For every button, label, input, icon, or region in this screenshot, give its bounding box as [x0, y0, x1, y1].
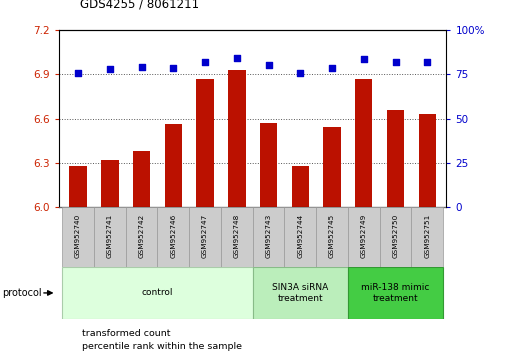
- Point: [423, 59, 431, 65]
- Point: [391, 59, 400, 65]
- Text: GDS4255 / 8061211: GDS4255 / 8061211: [80, 0, 199, 11]
- Bar: [253, 267, 348, 319]
- Text: miR-138 mimic
treatment: miR-138 mimic treatment: [361, 283, 430, 303]
- Bar: [69, 166, 87, 207]
- Bar: [348, 267, 443, 319]
- Text: protocol: protocol: [3, 288, 42, 298]
- Bar: [316, 207, 348, 267]
- Bar: [126, 207, 157, 267]
- Text: GSM952748: GSM952748: [234, 214, 240, 258]
- Text: GSM952750: GSM952750: [392, 214, 399, 258]
- Text: GSM952744: GSM952744: [297, 214, 303, 258]
- Point: [74, 70, 82, 76]
- Bar: [284, 207, 316, 267]
- Bar: [133, 151, 150, 207]
- Bar: [411, 207, 443, 267]
- Bar: [157, 207, 189, 267]
- Text: SIN3A siRNA
treatment: SIN3A siRNA treatment: [272, 283, 328, 303]
- Text: GSM952743: GSM952743: [266, 214, 271, 258]
- Text: GSM952747: GSM952747: [202, 214, 208, 258]
- Bar: [323, 127, 341, 207]
- Point: [360, 56, 368, 62]
- Bar: [228, 70, 246, 207]
- Text: GSM952751: GSM952751: [424, 214, 430, 258]
- Point: [137, 64, 146, 70]
- Bar: [221, 207, 253, 267]
- Point: [169, 65, 177, 71]
- Text: percentile rank within the sample: percentile rank within the sample: [82, 342, 242, 351]
- Bar: [94, 207, 126, 267]
- Bar: [291, 166, 309, 207]
- Bar: [165, 125, 182, 207]
- Text: control: control: [142, 289, 173, 297]
- Bar: [196, 79, 214, 207]
- Text: GSM952742: GSM952742: [139, 214, 145, 258]
- Bar: [101, 160, 119, 207]
- Bar: [189, 207, 221, 267]
- Point: [106, 66, 114, 72]
- Point: [201, 59, 209, 65]
- Text: transformed count: transformed count: [82, 329, 171, 338]
- Bar: [387, 110, 404, 207]
- Text: GSM952741: GSM952741: [107, 214, 113, 258]
- Bar: [253, 207, 284, 267]
- Text: GSM952749: GSM952749: [361, 214, 367, 258]
- Point: [328, 65, 336, 71]
- Point: [233, 56, 241, 61]
- Bar: [62, 207, 94, 267]
- Bar: [348, 207, 380, 267]
- Text: GSM952745: GSM952745: [329, 214, 335, 258]
- Bar: [380, 207, 411, 267]
- Bar: [62, 267, 253, 319]
- Bar: [260, 123, 277, 207]
- Text: GSM952746: GSM952746: [170, 214, 176, 258]
- Point: [296, 70, 304, 76]
- Bar: [355, 79, 372, 207]
- Point: [264, 63, 272, 68]
- Text: GSM952740: GSM952740: [75, 214, 81, 258]
- Bar: [419, 114, 436, 207]
